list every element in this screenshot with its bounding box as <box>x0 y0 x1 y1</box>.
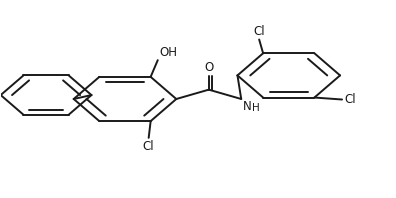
Text: H: H <box>252 103 260 113</box>
Text: Cl: Cl <box>143 140 154 153</box>
Text: OH: OH <box>160 46 178 59</box>
Text: O: O <box>204 61 213 74</box>
Text: N: N <box>243 100 252 113</box>
Text: Cl: Cl <box>253 25 265 38</box>
Text: Cl: Cl <box>344 93 356 106</box>
